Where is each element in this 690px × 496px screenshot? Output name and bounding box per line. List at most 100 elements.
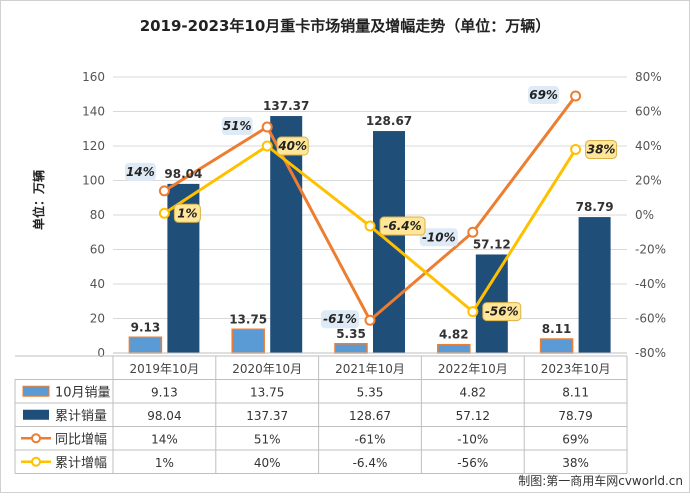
table-cell: 137.37 bbox=[246, 409, 288, 423]
y-tick-label-left: 20 bbox=[90, 312, 105, 326]
table-cell: 128.67 bbox=[349, 409, 391, 423]
bar-10month bbox=[334, 343, 368, 354]
legend-swatch bbox=[22, 385, 50, 397]
x-tick-label: 2022年10月 bbox=[438, 362, 508, 376]
yoy-growth-label: 51% bbox=[223, 119, 252, 133]
y-tick-label-left: 100 bbox=[82, 174, 105, 188]
table-cell: 8.11 bbox=[562, 385, 589, 399]
y-tick-label-right: -60% bbox=[635, 312, 666, 326]
bar-cumulative bbox=[270, 116, 303, 354]
cumulative-growth-label-box bbox=[379, 216, 426, 236]
yoy-growth-label: 14% bbox=[126, 165, 155, 179]
x-tick-label: 2023年10月 bbox=[541, 362, 611, 376]
y-tick-label-left: 120 bbox=[82, 139, 105, 153]
yoy-growth-label-box bbox=[321, 310, 359, 329]
table-cell: 1% bbox=[155, 456, 174, 470]
cumulative-growth-point bbox=[364, 220, 376, 232]
bar-label-10month: 5.35 bbox=[336, 327, 366, 341]
yoy-growth-label: -61% bbox=[323, 312, 357, 326]
table-cell: -10% bbox=[457, 432, 488, 446]
bar-10month bbox=[539, 338, 574, 354]
x-tick-label: 2021年10月 bbox=[335, 362, 405, 376]
cumulative-growth-point bbox=[467, 306, 479, 318]
table-cell: 40% bbox=[254, 456, 281, 470]
bar-10month bbox=[128, 336, 163, 354]
axes: 0 20 40 60 80 100 120 140 160 -80% -60% -40% -20% 0% 2… bbox=[82, 70, 666, 360]
bar-label-cumulative: 137.37 bbox=[263, 99, 309, 113]
yoy-growth-point bbox=[364, 314, 376, 326]
legend-label: 累计销量 bbox=[55, 409, 107, 424]
y-tick-label-right: -80% bbox=[635, 346, 666, 360]
y-tick-label-right: -40% bbox=[635, 277, 666, 291]
bar-10month bbox=[231, 328, 265, 354]
legend-marker bbox=[31, 433, 41, 444]
y-tick-label-left: 40 bbox=[90, 277, 105, 291]
x-tick-label: 2019年10月 bbox=[129, 362, 199, 376]
table-cell: 14% bbox=[151, 432, 178, 446]
table-cell: 69% bbox=[562, 432, 589, 446]
y-tick-label-right: 80% bbox=[635, 70, 662, 84]
cumulative-growth-label-box bbox=[276, 136, 309, 156]
x-tick-label: 2020年10月 bbox=[232, 362, 302, 376]
table-cell: 78.79 bbox=[558, 409, 592, 423]
legend-swatch bbox=[23, 409, 49, 420]
y-tick-label-right: -20% bbox=[635, 243, 666, 257]
yoy-growth-point bbox=[158, 185, 170, 197]
cumulative-growth-label: 38% bbox=[587, 142, 616, 156]
lines bbox=[158, 90, 582, 326]
yoy-growth-label-box bbox=[419, 228, 458, 247]
table-cell: 51% bbox=[254, 432, 281, 446]
cumulative-growth-point bbox=[261, 140, 273, 152]
cumulative-growth-point bbox=[570, 143, 582, 155]
table-cell: -56% bbox=[457, 456, 488, 470]
y-tick-label-left: 60 bbox=[90, 243, 105, 257]
cumulative-growth-label: 40% bbox=[277, 139, 307, 153]
y-tick-label-right: 40% bbox=[635, 139, 662, 153]
cumulative-growth-label: -6.4% bbox=[383, 219, 421, 233]
bar-label-cumulative: 78.79 bbox=[576, 200, 614, 214]
data-table: 2019年10月 2020年10月 2021年10月 2022年10月 2023年10月… bbox=[14, 355, 628, 474]
cumulative-growth-label-box bbox=[173, 203, 201, 223]
y-tick-label-left: 160 bbox=[82, 70, 105, 84]
bar-label-10month: 13.75 bbox=[229, 312, 267, 326]
yoy-growth-label: 69% bbox=[529, 88, 558, 102]
yoy-growth-label-box bbox=[221, 117, 253, 136]
bar-label-cumulative: 57.12 bbox=[473, 237, 511, 251]
bar-label-10month: 8.11 bbox=[542, 322, 572, 336]
bar-label-10month: 9.13 bbox=[131, 320, 161, 334]
yoy-growth-point bbox=[570, 90, 582, 102]
data-labels: 9.13 98.04 13.75 137.37 5.35 128.67 4.82 57.12 8… bbox=[124, 85, 618, 342]
chart-title: 2019-2023年10月重卡市场销量及增幅走势（单位：万辆） bbox=[140, 17, 551, 35]
yoy-growth-point bbox=[467, 226, 479, 238]
cumulative-growth-label: -56% bbox=[485, 305, 519, 319]
y-tick-label-left: 80 bbox=[90, 208, 105, 222]
table-cell: 9.13 bbox=[151, 385, 178, 399]
bar-10month bbox=[437, 343, 471, 354]
cumulative-growth-point bbox=[158, 207, 170, 219]
cumulative-growth-label-box bbox=[482, 302, 522, 322]
y-axis-label: 单位：万辆 bbox=[31, 170, 46, 230]
cumulative-growth-label-box bbox=[585, 139, 618, 159]
y-tick-label-left: 140 bbox=[82, 105, 105, 119]
yoy-growth-label-box bbox=[528, 85, 560, 104]
y-tick-label-right: 60% bbox=[635, 105, 662, 119]
table-cell: -6.4% bbox=[353, 456, 388, 470]
bar-label-cumulative: 98.04 bbox=[164, 167, 202, 181]
y-tick-label-left: 0 bbox=[97, 346, 105, 360]
cumulative-growth-label: 1% bbox=[177, 206, 197, 220]
bar-cumulative bbox=[578, 217, 611, 353]
table-cell: 57.12 bbox=[456, 409, 490, 423]
table-cell: 4.82 bbox=[459, 385, 486, 399]
table-cell: 38% bbox=[562, 456, 589, 470]
legend-label: 10月销量 bbox=[55, 385, 111, 400]
table-cell: 98.04 bbox=[147, 409, 181, 423]
yoy-growth-label: -10% bbox=[422, 230, 456, 244]
bar-label-cumulative: 128.67 bbox=[366, 114, 412, 128]
table-cell: 5.35 bbox=[357, 385, 384, 399]
yoy-growth-label-box bbox=[124, 162, 156, 181]
yoy-growth-point bbox=[261, 121, 273, 133]
source-credit: 制图:第一商用车网cvworld.cn bbox=[518, 473, 683, 488]
y-tick-label-right: 0% bbox=[635, 208, 654, 222]
